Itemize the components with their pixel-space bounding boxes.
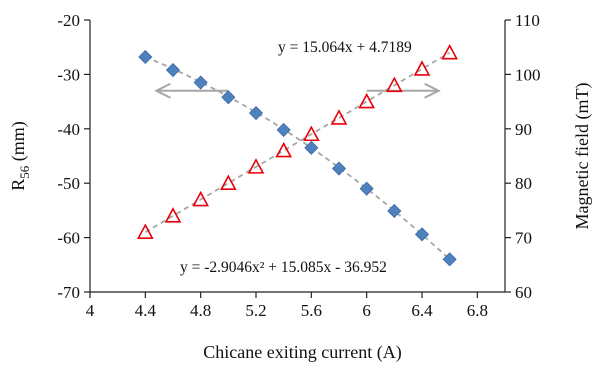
y-right-tick-label: 70 xyxy=(515,229,532,248)
y-right-axis-title: Magnetic field (mT) xyxy=(572,83,593,230)
triangle-point xyxy=(302,125,320,142)
y-right-tick-label: 90 xyxy=(515,120,532,139)
diamond-point xyxy=(387,203,402,219)
axes xyxy=(84,19,511,298)
data-points xyxy=(136,43,459,267)
x-axis-title: Chicane exiting current (A) xyxy=(203,342,401,363)
diamond-point xyxy=(276,122,291,137)
y-left-tick-label: -50 xyxy=(57,174,80,193)
x-tick-label: 6.8 xyxy=(467,301,488,320)
labels: 4 4.4 4.8 5.2 5.6 6 6.4 6.8 -70 -60 -50 -40 -30 -20 60… xyxy=(8,11,593,363)
triangle-point xyxy=(413,60,431,76)
y-left-axis-title: R56 (mm) xyxy=(8,121,32,191)
triangle-point xyxy=(275,141,293,158)
y-left-title-rest: (mm) xyxy=(8,121,29,166)
y-left-tick-label: -40 xyxy=(57,120,80,139)
x-tick-label: 5.2 xyxy=(245,301,266,320)
triangle-point xyxy=(358,92,376,109)
linear-equation: y = 15.064x + 4.7189 xyxy=(278,39,412,56)
triangle-point xyxy=(219,174,237,190)
x-tick-label: 4.8 xyxy=(190,301,211,320)
y-left-title-sub: 56 xyxy=(17,165,32,179)
triangle-point xyxy=(164,207,182,223)
y-right-tick-label: 60 xyxy=(515,283,532,302)
arrow-left-head xyxy=(154,82,171,99)
x-tick-label: 4.4 xyxy=(135,301,157,320)
x-tick-label: 6 xyxy=(362,301,371,320)
y-left-title-main: R xyxy=(8,179,28,191)
diamond-point xyxy=(304,140,319,155)
y-right-tick-label: 80 xyxy=(515,174,532,193)
arrows xyxy=(154,82,441,99)
diamond-point xyxy=(165,62,181,78)
linear-trendline xyxy=(144,51,451,233)
diamond-point xyxy=(193,75,208,90)
x-tick-label: 4 xyxy=(86,301,95,320)
diamond-point xyxy=(331,161,347,176)
diamond-point xyxy=(221,90,236,105)
diamond-point xyxy=(248,105,264,121)
poly-equation: y = -2.9046x² + 15.085x - 36.952 xyxy=(180,259,387,276)
y-left-tick-label: -60 xyxy=(57,229,80,248)
triangle-point xyxy=(385,76,403,93)
trendlines xyxy=(144,51,451,261)
y-right-tick-label: 100 xyxy=(515,65,541,84)
y-left-tick-label: -70 xyxy=(57,283,80,302)
triangle-point xyxy=(136,223,154,239)
diamond-point xyxy=(414,227,430,242)
triangle-point xyxy=(247,158,265,174)
diamond-point xyxy=(442,252,457,267)
triangle-point xyxy=(330,109,348,125)
poly-trendline xyxy=(144,56,451,261)
x-tick-label: 6.4 xyxy=(411,301,433,320)
arrow-right-head xyxy=(424,82,441,99)
triangle-point xyxy=(192,190,210,207)
y-right-tick-label: 110 xyxy=(515,11,540,30)
diamond-point xyxy=(138,49,153,65)
x-tick-label: 5.6 xyxy=(301,301,322,320)
y-left-tick-label: -30 xyxy=(57,65,80,84)
y-left-tick-label: -20 xyxy=(57,11,80,30)
triangle-point xyxy=(441,43,459,60)
diamond-point xyxy=(359,181,374,196)
